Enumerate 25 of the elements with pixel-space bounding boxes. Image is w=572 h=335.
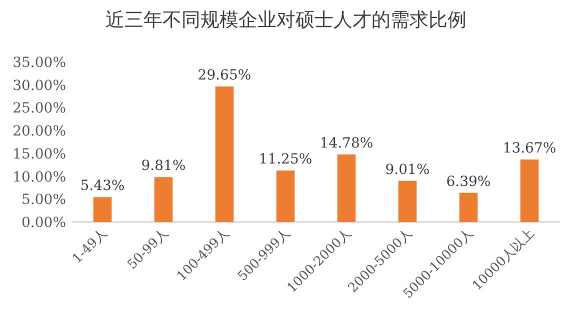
bar	[459, 192, 478, 222]
data-label: 5.43%	[80, 178, 125, 194]
bar	[154, 177, 173, 222]
y-tick-label: 35.00%	[12, 55, 66, 71]
y-tick-label: 20.00%	[12, 124, 66, 140]
data-label: 6.39%	[446, 174, 491, 190]
y-tick-label: 25.00%	[12, 100, 66, 117]
y-tick-label: 0.00%	[22, 215, 66, 231]
y-tick-label: 15.00%	[12, 146, 66, 162]
bar	[93, 197, 112, 222]
bar	[520, 160, 539, 222]
y-tick-label: 30.00%	[12, 78, 66, 94]
bar	[337, 154, 356, 222]
data-label: 14.78%	[320, 135, 374, 152]
data-label: 29.65%	[198, 67, 252, 84]
data-label: 9.01%	[385, 162, 430, 178]
data-label: 13.67%	[502, 140, 556, 157]
bar	[276, 170, 295, 222]
data-label: 9.81%	[141, 158, 186, 174]
bar	[398, 180, 417, 222]
bar	[215, 86, 234, 222]
chart-title: 近三年不同规模企业对硕士人才的需求比例	[106, 9, 466, 31]
y-tick-label: 10.00%	[12, 169, 66, 186]
y-tick-label: 5.00%	[22, 192, 66, 208]
data-label: 11.25%	[258, 152, 312, 168]
